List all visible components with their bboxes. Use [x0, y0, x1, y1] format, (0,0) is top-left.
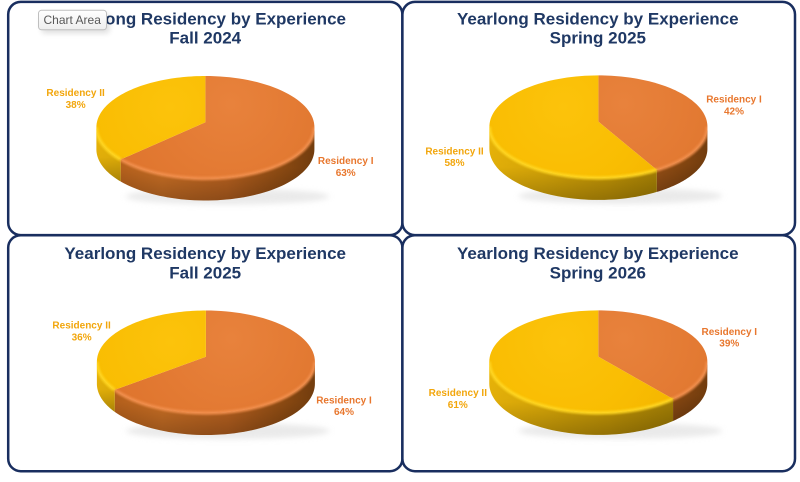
svg-text:Residency II: Residency II — [52, 321, 111, 332]
svg-text:39%: 39% — [719, 339, 739, 350]
svg-text:38%: 38% — [66, 100, 86, 111]
svg-text:36%: 36% — [72, 333, 92, 344]
svg-text:Spring 2026: Spring 2026 — [550, 263, 646, 282]
svg-text:Yearlong Residency by Experien: Yearlong Residency by Experience — [457, 244, 739, 263]
svg-text:Spring 2025: Spring 2025 — [550, 29, 646, 48]
svg-text:Fall 2025: Fall 2025 — [169, 263, 241, 282]
svg-text:Residency I: Residency I — [316, 395, 372, 406]
svg-text:Residency II: Residency II — [429, 388, 488, 399]
svg-text:61%: 61% — [448, 400, 468, 411]
svg-text:58%: 58% — [444, 158, 464, 169]
svg-text:Residency II: Residency II — [46, 88, 105, 99]
svg-text:Residency I: Residency I — [706, 95, 762, 106]
svg-text:Yearlong Residency by Experien: Yearlong Residency by Experience — [64, 9, 346, 28]
svg-text:Yearlong Residency by Experien: Yearlong Residency by Experience — [457, 9, 739, 28]
svg-text:Yearlong Residency by Experien: Yearlong Residency by Experience — [64, 244, 346, 263]
svg-text:42%: 42% — [724, 107, 744, 118]
svg-text:Residency I: Residency I — [702, 327, 758, 338]
svg-text:Fall 2024: Fall 2024 — [169, 29, 241, 48]
svg-text:64%: 64% — [334, 407, 354, 418]
svg-text:Residency II: Residency II — [425, 146, 484, 157]
svg-text:Residency I: Residency I — [318, 156, 374, 167]
svg-text:Chart Area: Chart Area — [44, 13, 102, 27]
svg-text:63%: 63% — [336, 168, 356, 179]
